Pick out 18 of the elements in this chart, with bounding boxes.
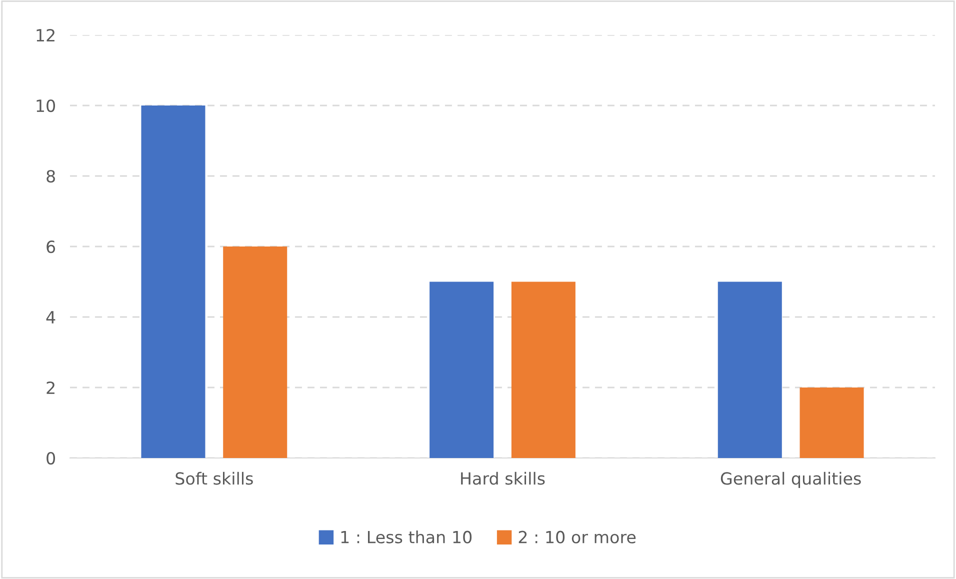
bar <box>718 282 782 458</box>
legend-label: 1 : Less than 10 <box>341 530 472 544</box>
x-tick-label: Hard skills <box>461 472 545 485</box>
y-tick-label: 6 <box>46 240 56 254</box>
x-tick-label: Soft skills <box>176 472 253 485</box>
legend-label: 2 : 10 or more <box>518 530 636 544</box>
y-tick-label: 4 <box>46 311 56 324</box>
y-tick-label: 2 <box>46 381 54 394</box>
y-tick-label: 12 <box>36 28 54 42</box>
y-tick-label: 10 <box>36 99 56 112</box>
bar <box>511 282 576 458</box>
bar <box>223 246 288 458</box>
bar <box>141 106 206 458</box>
x-tick-label: General qualities <box>720 472 861 488</box>
bar <box>800 388 864 458</box>
bar <box>430 282 494 458</box>
y-tick-label: 8 <box>46 170 55 183</box>
y-tick-label: 0 <box>46 452 56 465</box>
